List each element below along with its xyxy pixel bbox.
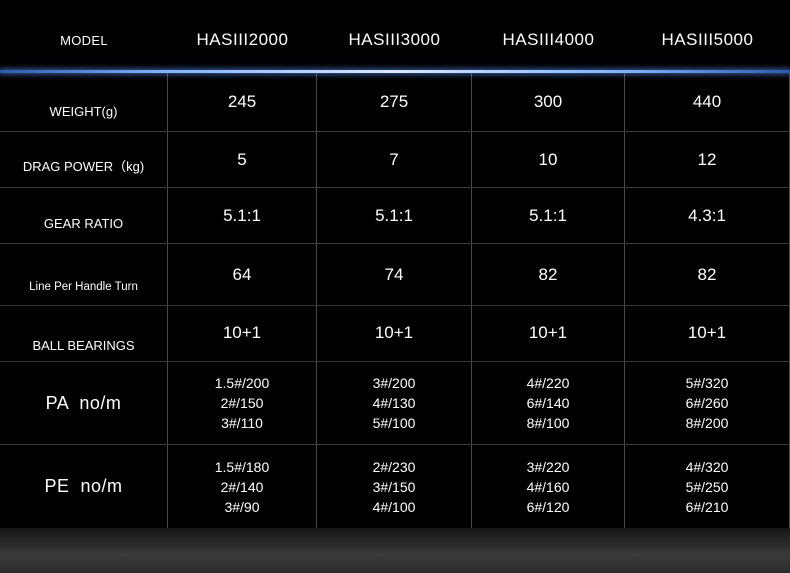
pa-value-2-line-1: 3#/200 (372, 375, 416, 391)
weight-label: WEIGHT(g) (0, 73, 168, 131)
pa-value-4-line-1: 5#/320 (685, 375, 729, 391)
pe-values-3: 3#/220 4#/160 6#/120 (472, 445, 625, 528)
weight-value-3: 300 (472, 73, 625, 131)
pa-value-4-line-2: 6#/260 (685, 395, 729, 411)
pa-value-3-line-2: 6#/140 (526, 395, 570, 411)
pa-value-4-line-3: 8#/200 (685, 415, 729, 431)
pe-values-1: 1.5#/180 2#/140 3#/90 (168, 445, 317, 528)
drag-power-value-1: 5 (168, 132, 317, 187)
pa-value-2-line-3: 5#/100 (372, 415, 416, 431)
pe-value-1-line-1: 1.5#/180 (214, 458, 270, 475)
pe-value-1-line-3: 3#/90 (224, 498, 260, 515)
line-per-turn-label: Line Per Handle Turn (0, 244, 168, 305)
pe-row: PE no/m 1.5#/180 2#/140 3#/90 2#/230 3#/… (0, 445, 790, 528)
pe-label: PE no/m (0, 445, 168, 528)
pe-value-2-line-3: 4#/100 (372, 498, 416, 515)
line-per-turn-row: Line Per Handle Turn 64 74 82 82 (0, 244, 790, 306)
pa-values-2: 3#/200 4#/130 5#/100 (317, 362, 472, 444)
weight-row: WEIGHT(g) 245 275 300 440 (0, 73, 790, 132)
pe-value-4-line-3: 6#/210 (685, 498, 729, 515)
pa-value-1-line-1: 1.5#/200 (214, 375, 270, 391)
drag-power-row: DRAG POWER（kg) 5 7 10 12 (0, 132, 790, 188)
pa-value-1-line-2: 2#/150 (220, 395, 264, 411)
gear-ratio-value-4: 4.3:1 (625, 188, 790, 243)
ball-bearings-label: BALL BEARINGS (0, 306, 168, 361)
gear-ratio-value-1: 5.1:1 (168, 188, 317, 243)
ball-bearings-value-1: 10+1 (168, 306, 317, 361)
gear-ratio-value-2: 5.1:1 (317, 188, 472, 243)
pa-values-1: 1.5#/200 2#/150 3#/110 (168, 362, 317, 444)
header-divider-glow (0, 70, 790, 73)
pe-value-3-line-2: 4#/160 (526, 478, 570, 495)
pe-values-4: 4#/320 5#/250 6#/210 (625, 445, 790, 528)
ball-bearings-value-2: 10+1 (317, 306, 472, 361)
pe-value-4-line-1: 4#/320 (685, 458, 729, 475)
drag-power-value-2: 7 (317, 132, 472, 187)
pa-values-3: 4#/220 6#/140 8#/100 (472, 362, 625, 444)
ball-bearings-value-3: 10+1 (472, 306, 625, 361)
pe-value-2-line-1: 2#/230 (372, 458, 416, 475)
pe-value-2-line-2: 3#/150 (372, 478, 416, 495)
line-per-turn-value-3: 82 (472, 244, 625, 305)
header-model-2: HASIII3000 (348, 30, 441, 49)
pa-value-3-line-1: 4#/220 (526, 375, 570, 391)
pa-value-2-line-2: 4#/130 (372, 395, 416, 411)
spec-table: MODEL HASIII2000 HASIII3000 HASIII4000 H… (0, 0, 790, 528)
pe-values-2: 2#/230 3#/150 4#/100 (317, 445, 472, 528)
gear-ratio-label: GEAR RATIO (0, 188, 168, 243)
bottom-background-band (0, 528, 790, 573)
line-per-turn-value-2: 74 (317, 244, 472, 305)
pe-value-3-line-3: 6#/120 (526, 498, 570, 515)
ball-bearings-value-4: 10+1 (625, 306, 790, 361)
pe-value-1-line-2: 2#/140 (220, 478, 264, 495)
pa-label: PA no/m (0, 362, 168, 444)
header-label: MODEL (60, 32, 108, 48)
weight-value-1: 245 (168, 73, 317, 131)
line-per-turn-value-4: 82 (625, 244, 790, 305)
pa-row: PA no/m 1.5#/200 2#/150 3#/110 3#/200 4#… (0, 362, 790, 445)
ball-bearings-row: BALL BEARINGS 10+1 10+1 10+1 10+1 (0, 306, 790, 362)
drag-power-label: DRAG POWER（kg) (0, 132, 168, 187)
pe-value-3-line-1: 3#/220 (526, 458, 570, 475)
header-model-4: HASIII5000 (661, 30, 754, 49)
header-model-1: HASIII2000 (196, 30, 289, 49)
line-per-turn-value-1: 64 (168, 244, 317, 305)
weight-value-2: 275 (317, 73, 472, 131)
pe-value-4-line-2: 5#/250 (685, 478, 729, 495)
pa-value-3-line-3: 8#/100 (526, 415, 570, 431)
gear-ratio-row: GEAR RATIO 5.1:1 5.1:1 5.1:1 4.3:1 (0, 188, 790, 244)
header-model-3: HASIII4000 (502, 30, 595, 49)
drag-power-value-3: 10 (472, 132, 625, 187)
drag-power-value-4: 12 (625, 132, 790, 187)
header-row: MODEL HASIII2000 HASIII3000 HASIII4000 H… (0, 0, 790, 72)
pa-values-4: 5#/320 6#/260 8#/200 (625, 362, 790, 444)
pa-value-1-line-3: 3#/110 (221, 415, 263, 431)
weight-value-4: 440 (625, 73, 790, 131)
gear-ratio-value-3: 5.1:1 (472, 188, 625, 243)
